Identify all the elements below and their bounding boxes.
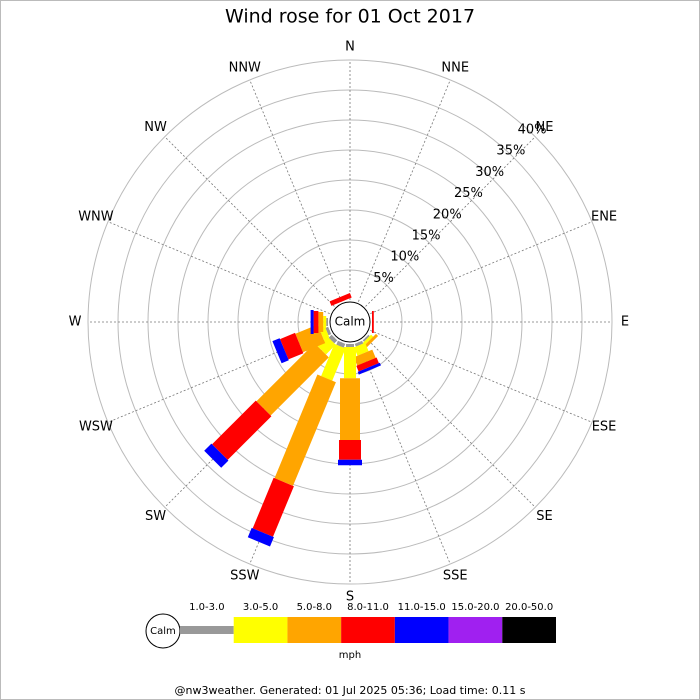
- bar-segment: [357, 362, 381, 375]
- legend-unit: mph: [339, 650, 361, 661]
- bar-segment: [328, 334, 338, 344]
- direction-line: [358, 79, 451, 302]
- direction-label: S: [346, 590, 354, 605]
- bar-segment: [313, 311, 319, 333]
- r-tick-label: 35%: [496, 144, 525, 159]
- legend-label: 20.0-50.0: [505, 602, 553, 613]
- direction-line: [365, 337, 536, 508]
- direction-line: [370, 330, 593, 423]
- bar-segment: [362, 334, 374, 346]
- direction-label: ESE: [592, 420, 617, 435]
- direction-line: [365, 136, 536, 307]
- legend-swatch: [341, 617, 395, 643]
- r-tick-label: 15%: [412, 228, 441, 243]
- bar-segment: [329, 293, 352, 306]
- direction-label: SW: [145, 509, 166, 524]
- bar-segment: [354, 340, 364, 347]
- r-tick-label: 20%: [433, 207, 462, 222]
- legend-swatch: [394, 617, 449, 643]
- bar-segment: [344, 347, 356, 379]
- direction-label: NW: [144, 120, 167, 135]
- direction-label: SE: [536, 509, 552, 524]
- footer: @nw3weather. Generated: 01 Jul 2025 05:3…: [175, 684, 526, 697]
- bar-segment: [356, 357, 379, 372]
- direction-label: E: [621, 315, 629, 330]
- bar-segment: [212, 400, 272, 460]
- legend-label: 3.0-5.0: [243, 602, 278, 613]
- bar-segment: [339, 440, 361, 460]
- direction-label: NNE: [441, 60, 469, 75]
- bar-segment: [338, 459, 362, 466]
- bar-segment: [362, 334, 370, 342]
- direction-line: [370, 221, 593, 314]
- direction-label: W: [69, 315, 82, 330]
- calm-label: Calm: [335, 315, 366, 329]
- direction-label: NE: [535, 120, 553, 135]
- legend-label: 5.0-8.0: [297, 602, 332, 613]
- bar-segment: [272, 338, 289, 364]
- direction-label: NNW: [229, 60, 261, 75]
- bar-segment: [372, 311, 374, 333]
- bar-segment: [317, 336, 336, 355]
- direction-line: [249, 79, 342, 302]
- legend-swatch: [502, 617, 556, 643]
- bar-segment: [247, 527, 274, 547]
- legend-swatch: [233, 617, 288, 643]
- calm-circle: [329, 301, 371, 343]
- legend-swatch: [180, 626, 234, 634]
- direction-label: WNW: [78, 209, 114, 224]
- direction-label: ENE: [591, 209, 617, 224]
- bar-segment: [353, 349, 376, 366]
- legend-calm-label: Calm: [150, 626, 176, 637]
- r-tick-label: 30%: [475, 165, 504, 180]
- bar-segment: [204, 443, 229, 468]
- bar-segment: [256, 343, 329, 416]
- bar-segment: [280, 332, 304, 360]
- chart-title: Wind rose for 01 Oct 2017: [225, 6, 475, 28]
- bar-segment: [252, 477, 294, 537]
- bar-segment: [354, 342, 369, 356]
- r-tick-label: 5%: [373, 271, 394, 286]
- bar-segment: [274, 374, 336, 486]
- bar-segment: [340, 378, 360, 440]
- bar-segment: [323, 316, 327, 328]
- bar-segment: [325, 326, 332, 336]
- legend-label: 11.0-15.0: [398, 602, 446, 613]
- direction-line: [358, 342, 451, 565]
- legend-label: 15.0-20.0: [451, 602, 499, 613]
- legend-label: 8.0-11.0: [347, 602, 389, 613]
- legend-swatch: [448, 617, 503, 643]
- grid-ring: [87, 59, 613, 585]
- bar-segment: [326, 318, 328, 326]
- direction-line: [164, 136, 335, 307]
- bar-segment: [321, 343, 346, 381]
- bar-segment: [318, 312, 324, 332]
- direction-label: N: [345, 40, 355, 55]
- direction-line: [107, 221, 330, 314]
- legend-swatch: [287, 617, 342, 643]
- bar-segment: [336, 340, 346, 348]
- bar-segment: [346, 344, 354, 347]
- direction-label: WSW: [79, 420, 113, 435]
- r-tick-label: 40%: [518, 122, 547, 137]
- bar-segment: [310, 310, 314, 334]
- direction-label: SSW: [230, 569, 260, 584]
- legend-label: 1.0-3.0: [189, 602, 224, 613]
- r-tick-label: 10%: [390, 250, 419, 265]
- direction-label: SSE: [443, 569, 468, 584]
- r-tick-label: 25%: [454, 186, 483, 201]
